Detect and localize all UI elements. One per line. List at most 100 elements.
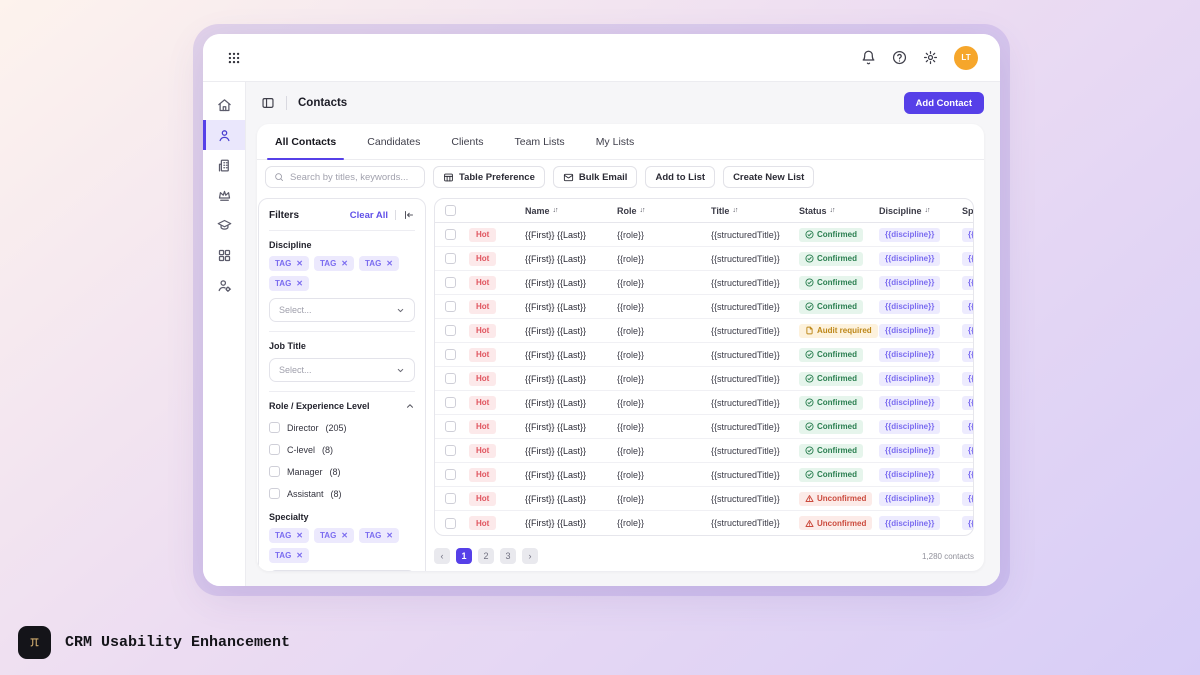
table-row[interactable]: Hot {{First}} {{Last}} {{role}} {{struct… bbox=[435, 223, 973, 247]
settings-gear-icon[interactable] bbox=[923, 50, 938, 65]
remove-tag-icon[interactable]: ✕ bbox=[296, 259, 303, 268]
checkbox[interactable] bbox=[269, 444, 280, 455]
table-row[interactable]: Hot {{First}} {{Last}} {{role}} {{struct… bbox=[435, 511, 973, 535]
nav-clients-crown-icon[interactable] bbox=[203, 180, 245, 210]
notifications-bell-icon[interactable] bbox=[861, 50, 876, 65]
column-header-specialty[interactable]: Specialty↓↑ bbox=[962, 205, 974, 216]
nav-contacts-icon[interactable] bbox=[203, 120, 245, 150]
user-avatar[interactable]: LT bbox=[954, 45, 978, 70]
nav-education-icon[interactable] bbox=[203, 210, 245, 240]
column-header-name[interactable]: Name ↓↑ bbox=[525, 205, 559, 216]
remove-tag-icon[interactable]: ✕ bbox=[296, 531, 303, 540]
remove-tag-icon[interactable]: ✕ bbox=[386, 259, 393, 268]
tab[interactable]: Candidates bbox=[365, 124, 422, 159]
filter-checkbox-option[interactable]: C-level (8) bbox=[269, 444, 415, 455]
page-number-button[interactable]: 3 bbox=[500, 548, 516, 564]
filter-tag-chip[interactable]: TAG ✕ bbox=[269, 256, 309, 271]
row-checkbox[interactable] bbox=[444, 301, 456, 312]
column-header-title[interactable]: Title ↓↑ bbox=[711, 205, 738, 216]
table-row[interactable]: Hot {{First}} {{Last}} {{role}} {{struct… bbox=[435, 271, 973, 295]
clear-all-filters-link[interactable]: Clear All bbox=[349, 209, 388, 221]
discipline-badge: {{discipline}} bbox=[879, 347, 941, 362]
remove-tag-icon[interactable]: ✕ bbox=[296, 551, 303, 560]
row-checkbox[interactable] bbox=[444, 229, 456, 240]
next-page-button[interactable]: › bbox=[522, 548, 538, 564]
row-checkbox[interactable] bbox=[444, 277, 456, 288]
previous-page-button[interactable]: ‹ bbox=[434, 548, 450, 564]
pagination: ‹ 1 2 3 › 1,280 contacts bbox=[434, 548, 974, 564]
job-title-select[interactable]: Select... bbox=[269, 358, 415, 382]
table-preference-button[interactable]: Table Preference bbox=[433, 166, 545, 188]
search-input[interactable] bbox=[265, 166, 425, 188]
filter-checkbox-option[interactable]: Director (205) bbox=[269, 422, 415, 433]
nav-apps-grid-icon[interactable] bbox=[203, 240, 245, 270]
row-checkbox[interactable] bbox=[444, 373, 456, 384]
table-row[interactable]: Hot {{First}} {{Last}} {{role}} {{struct… bbox=[435, 463, 973, 487]
nav-home-icon[interactable] bbox=[203, 90, 245, 120]
discipline-badge: {{discipline}} bbox=[879, 395, 941, 410]
tab[interactable]: All Contacts bbox=[266, 124, 345, 160]
table-header-row: Name ↓↑ Role ↓↑ Title ↓↑ Status ↓↑ Disciplin… bbox=[435, 199, 974, 223]
filter-tag-chip[interactable]: TAG ✕ bbox=[359, 528, 399, 543]
table-row[interactable]: Hot {{First}} {{Last}} {{role}} {{struct… bbox=[435, 439, 973, 463]
table-row[interactable]: Hot {{First}} {{Last}} {{role}} {{struct… bbox=[435, 391, 973, 415]
search-field[interactable] bbox=[290, 171, 416, 183]
page-number-button[interactable]: 2 bbox=[478, 548, 494, 564]
create-new-list-button[interactable]: Create New List bbox=[723, 166, 815, 188]
chevron-up-icon[interactable] bbox=[405, 401, 415, 411]
table-row[interactable]: Hot {{First}} {{Last}} {{role}} {{struct… bbox=[435, 319, 973, 343]
discipline-select[interactable]: Select... bbox=[269, 298, 415, 322]
add-contact-button[interactable]: Add Contact bbox=[903, 92, 984, 114]
table-row[interactable]: Hot {{First}} {{Last}} {{role}} {{struct… bbox=[435, 367, 973, 391]
checkbox[interactable] bbox=[269, 488, 280, 499]
row-checkbox[interactable] bbox=[444, 517, 456, 529]
app-launcher-icon[interactable] bbox=[227, 51, 241, 65]
column-header-role[interactable]: Role ↓↑ bbox=[617, 205, 646, 216]
discipline-badge: {{discipline}} bbox=[879, 443, 941, 458]
filter-checkbox-option[interactable]: Manager (8) bbox=[269, 466, 415, 477]
table-row[interactable]: Hot {{First}} {{Last}} {{role}} {{struct… bbox=[435, 415, 973, 439]
row-checkbox[interactable] bbox=[444, 421, 456, 432]
filter-tag-chip[interactable]: TAG ✕ bbox=[314, 256, 354, 271]
filter-tag-chip[interactable]: TAG ✕ bbox=[269, 548, 309, 563]
checkbox[interactable] bbox=[269, 422, 280, 433]
tab[interactable]: Team Lists bbox=[513, 124, 567, 159]
remove-tag-icon[interactable]: ✕ bbox=[296, 279, 303, 288]
add-to-list-button[interactable]: Add to List bbox=[645, 166, 716, 188]
contact-role: {{role}} bbox=[617, 277, 645, 288]
row-checkbox[interactable] bbox=[444, 445, 456, 456]
select-all-checkbox[interactable] bbox=[444, 205, 456, 216]
filter-tag-chip[interactable]: TAG ✕ bbox=[359, 256, 399, 271]
filter-checkbox-option[interactable]: Assistant (8) bbox=[269, 488, 415, 499]
row-checkbox[interactable] bbox=[444, 253, 456, 264]
filter-tag-chip[interactable]: TAG ✕ bbox=[269, 528, 309, 543]
filter-tag-chip[interactable]: TAG ✕ bbox=[269, 276, 309, 291]
column-header-status[interactable]: Status ↓↑ bbox=[799, 205, 836, 216]
column-header-discipline[interactable]: Discipline ↓↑ bbox=[879, 205, 931, 216]
row-checkbox[interactable] bbox=[444, 493, 456, 504]
table-row[interactable]: Hot {{First}} {{Last}} {{role}} {{struct… bbox=[435, 295, 973, 319]
row-checkbox[interactable] bbox=[444, 469, 456, 480]
row-checkbox[interactable] bbox=[444, 397, 456, 408]
row-checkbox[interactable] bbox=[444, 349, 456, 360]
specialty-select[interactable]: Select... bbox=[269, 570, 415, 571]
checkbox[interactable] bbox=[269, 466, 280, 477]
table-row[interactable]: Hot {{First}} {{Last}} {{role}} {{struct… bbox=[435, 487, 973, 511]
collapse-filters-icon[interactable] bbox=[403, 209, 415, 221]
table-row[interactable]: Hot {{First}} {{Last}} {{role}} {{struct… bbox=[435, 343, 973, 367]
nav-user-settings-icon[interactable] bbox=[203, 270, 245, 300]
tab[interactable]: My Lists bbox=[594, 124, 637, 159]
panel-toggle-icon[interactable] bbox=[261, 96, 275, 110]
help-icon[interactable] bbox=[892, 50, 907, 65]
remove-tag-icon[interactable]: ✕ bbox=[341, 259, 348, 268]
filter-tag-chip[interactable]: TAG ✕ bbox=[314, 528, 354, 543]
row-checkbox[interactable] bbox=[444, 325, 456, 336]
tab[interactable]: Clients bbox=[449, 124, 485, 159]
table-row[interactable]: Hot {{First}} {{Last}} {{role}} {{struct… bbox=[435, 247, 973, 271]
bulk-email-button[interactable]: Bulk Email bbox=[552, 166, 638, 188]
page-number-button[interactable]: 1 bbox=[456, 548, 472, 564]
specialty-badge: {{specialty}} bbox=[962, 443, 973, 458]
remove-tag-icon[interactable]: ✕ bbox=[341, 531, 348, 540]
remove-tag-icon[interactable]: ✕ bbox=[386, 531, 393, 540]
nav-companies-icon[interactable] bbox=[203, 150, 245, 180]
